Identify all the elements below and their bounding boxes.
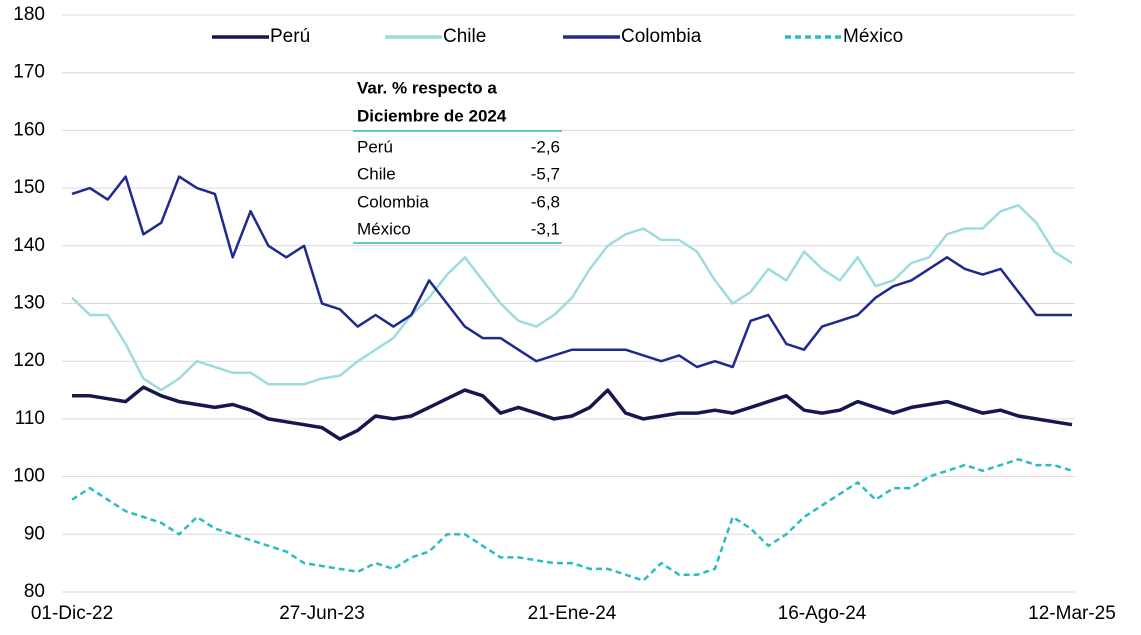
y-tick-label: 90 — [24, 523, 45, 544]
y-tick-label: 80 — [24, 581, 45, 602]
y-tick-label: 180 — [13, 4, 45, 25]
table-cell: Colombia — [357, 192, 429, 211]
x-tick-label: 21-Ene-24 — [528, 603, 617, 624]
y-tick-label: 100 — [13, 466, 45, 487]
series-line — [71, 204, 1073, 392]
table-header: Diciembre de 2024 — [357, 106, 507, 125]
series-line — [71, 175, 1072, 369]
legend-label: Perú — [270, 26, 310, 47]
table-cell: Chile — [357, 164, 396, 183]
x-tick-label: 12-Mar-25 — [1028, 603, 1116, 624]
series-line — [72, 385, 1073, 441]
y-tick-label: 120 — [13, 350, 45, 371]
table-header: Var. % respecto a — [357, 78, 497, 97]
table-cell: Perú — [357, 137, 393, 156]
x-tick-label: 16-Ago-24 — [778, 603, 867, 624]
series-line — [71, 458, 1073, 582]
y-tick-label: 170 — [13, 62, 45, 83]
legend-label: Colombia — [621, 26, 702, 47]
table-cell: -6,8 — [531, 192, 560, 211]
y-tick-label: 130 — [13, 293, 45, 314]
x-tick-label: 01-Dic-22 — [31, 603, 113, 624]
y-tick-label: 110 — [15, 408, 45, 429]
table-cell: -2,6 — [531, 137, 560, 156]
x-tick-label: 27-Jun-23 — [279, 603, 365, 624]
legend-label: Chile — [443, 26, 486, 47]
table-cell: México — [357, 219, 411, 238]
table-cell: -5,7 — [531, 164, 560, 183]
y-tick-label: 140 — [13, 235, 45, 256]
table-cell: -3,1 — [531, 219, 560, 238]
annotation-table: Var. % respecto a Diciembre de 2024 Perú… — [353, 78, 562, 244]
y-tick-label: 150 — [13, 177, 45, 198]
plot: 80 90 100 110 120 130 140 150 160 170 180 01-Dic-22… — [13, 4, 1116, 624]
y-tick-label: 160 — [13, 119, 45, 140]
legend-label: México — [843, 26, 903, 47]
